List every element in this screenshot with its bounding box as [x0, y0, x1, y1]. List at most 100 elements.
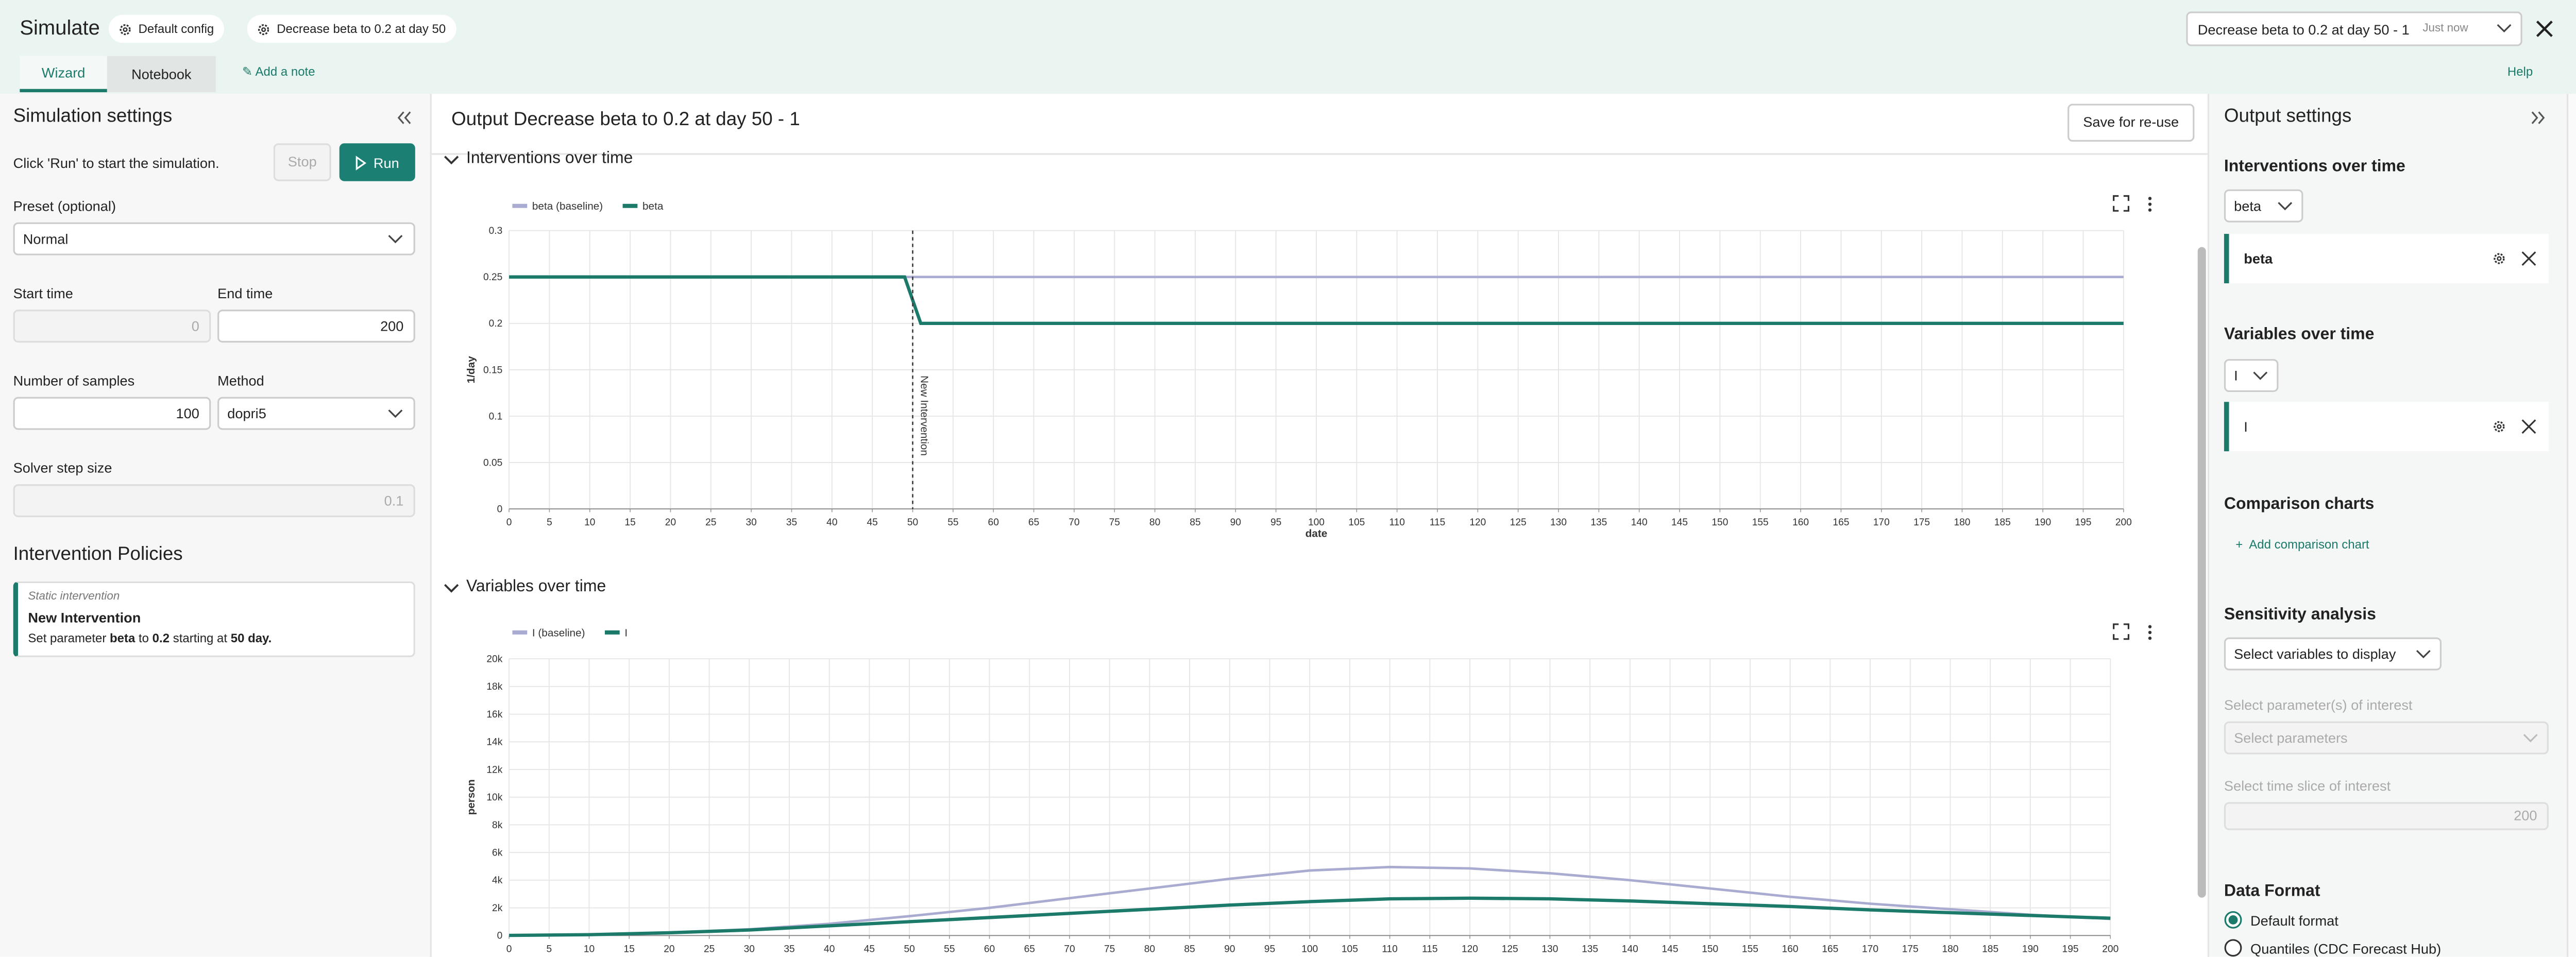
config-label: Default config	[138, 21, 214, 37]
x-tick-label: 70	[1069, 517, 1079, 528]
remove-icon[interactable]	[2521, 419, 2536, 434]
radio-option[interactable]: Quantiles (CDC Forecast Hub)	[2224, 939, 2441, 957]
x-tick-label: 85	[1184, 944, 1195, 954]
x-tick-label: 195	[2075, 517, 2091, 528]
time-slice-input[interactable]: 200	[2224, 802, 2549, 830]
stop-button[interactable]: Stop	[273, 143, 331, 181]
y-tick-label: 0.25	[483, 272, 502, 283]
radio-label: Default format	[2250, 911, 2338, 928]
menu-icon[interactable]	[2147, 624, 2154, 641]
samples-input[interactable]: 100	[13, 397, 211, 430]
intervention-select[interactable]: beta	[2224, 189, 2303, 223]
x-tick-label: 45	[864, 944, 875, 954]
x-tick-label: 20	[665, 517, 676, 528]
chevron-icon[interactable]	[444, 156, 459, 165]
add-comparison[interactable]: + Add comparison chart	[2235, 537, 2369, 552]
y-tick-label: 0.2	[489, 318, 503, 329]
x-tick-label: 35	[786, 517, 797, 528]
x-tick-label: 15	[624, 944, 635, 954]
output-title: Output Decrease beta to 0.2 at day 50 - …	[451, 110, 800, 130]
run-select[interactable]: Decrease beta to 0.2 at day 50 - 1 Just …	[2186, 11, 2522, 46]
x-tick-label: 130	[1550, 517, 1567, 528]
y-tick-label: 16k	[486, 709, 502, 720]
start-time-input[interactable]: 0	[13, 310, 211, 343]
x-tick-label: 90	[1230, 517, 1241, 528]
menu-icon[interactable]	[2147, 196, 2154, 213]
x-tick-label: 115	[1430, 517, 1446, 528]
x-tick-label: 175	[1902, 944, 1919, 954]
scenario-button[interactable]: Decrease beta to 0.2 at day 50	[247, 14, 456, 43]
variable-card[interactable]: beta	[2224, 234, 2549, 284]
x-tick-label: 125	[1510, 517, 1527, 528]
help-link[interactable]: Help	[2507, 64, 2533, 79]
policy-text: Set parameter beta to 0.2 starting at 50…	[28, 631, 272, 646]
x-tick-label: 200	[2115, 517, 2132, 528]
section-title: Intervention Policies	[13, 545, 183, 565]
close-icon[interactable]	[2536, 20, 2553, 37]
x-tick-label: 175	[1913, 517, 1930, 528]
expand-icon[interactable]	[2113, 195, 2130, 212]
collapse-icon[interactable]	[2531, 111, 2546, 124]
run-button[interactable]: Run	[339, 143, 415, 181]
tab[interactable]: Notebook	[107, 56, 216, 93]
tab[interactable]: Wizard	[20, 56, 107, 93]
section-title: Data Format	[2224, 882, 2320, 901]
add-comparison-label: Add comparison chart	[2249, 537, 2369, 552]
policy-card[interactable]: Static intervention New Intervention Set…	[13, 581, 415, 657]
method-select[interactable]: dopri5	[217, 397, 415, 430]
x-tick-label: 125	[1502, 944, 1518, 954]
section-title: Interventions over time	[2224, 158, 2405, 177]
x-tick-label: 25	[705, 517, 716, 528]
x-tick-label: 155	[1742, 944, 1758, 954]
remove-icon[interactable]	[2521, 251, 2536, 266]
x-tick-label: 20	[664, 944, 674, 954]
x-tick-label: 200	[2102, 944, 2119, 954]
chevron-icon[interactable]	[444, 584, 459, 593]
x-tick-label: 15	[624, 517, 635, 528]
text: beta	[109, 630, 135, 646]
gear-icon[interactable]	[2493, 420, 2506, 433]
config-button[interactable]: Default config	[109, 14, 224, 43]
end-time-input[interactable]: 200	[217, 310, 415, 343]
select-value: I	[2234, 367, 2238, 384]
add-note[interactable]: ✎ Add a note	[242, 64, 315, 79]
x-tick-label: 135	[1582, 944, 1598, 954]
field-label: End time	[217, 285, 273, 302]
preset-select[interactable]: Normal	[13, 222, 415, 255]
chevron-icon	[2278, 202, 2293, 211]
step-input[interactable]: 0.1	[13, 484, 415, 518]
y-tick-label: 4k	[492, 875, 503, 886]
sensitivity-select[interactable]: Select variables to display	[2224, 637, 2442, 671]
x-tick-label: 105	[1342, 944, 1358, 954]
x-tick-label: 65	[1024, 944, 1035, 954]
expand-icon[interactable]	[2113, 623, 2130, 640]
panel-title: Simulation settings	[13, 107, 173, 127]
legend-label: I	[624, 627, 628, 639]
gear-icon[interactable]	[2493, 252, 2506, 265]
parameters-select[interactable]: Select parameters	[2224, 721, 2549, 755]
x-tick-label: 25	[704, 944, 715, 954]
y-tick-label: 6k	[492, 848, 503, 859]
x-tick-label: 0	[506, 517, 512, 528]
legend-label: I (baseline)	[532, 627, 585, 639]
chevron-icon	[388, 235, 403, 244]
x-tick-label: 170	[1873, 517, 1890, 528]
x-tick-label: 40	[824, 944, 835, 954]
variable-select[interactable]: I	[2224, 359, 2279, 392]
x-tick-label: 40	[826, 517, 837, 528]
scrollbar[interactable]	[2197, 247, 2206, 898]
select-value: Select parameters	[2234, 729, 2348, 746]
save-button[interactable]: Save for re-use	[2067, 104, 2195, 142]
page-scrollbar[interactable]	[2567, 94, 2576, 957]
radio-icon	[2224, 939, 2242, 957]
x-tick-label: 190	[2035, 517, 2051, 528]
x-tick-label: 135	[1590, 517, 1607, 528]
app-title: Simulate	[20, 16, 100, 40]
collapse-icon[interactable]	[397, 111, 412, 124]
radio-option[interactable]: Default format	[2224, 911, 2338, 929]
variable-card[interactable]: I	[2224, 402, 2549, 452]
x-tick-label: 100	[1308, 517, 1325, 528]
policy-kind: Static intervention	[28, 591, 120, 603]
